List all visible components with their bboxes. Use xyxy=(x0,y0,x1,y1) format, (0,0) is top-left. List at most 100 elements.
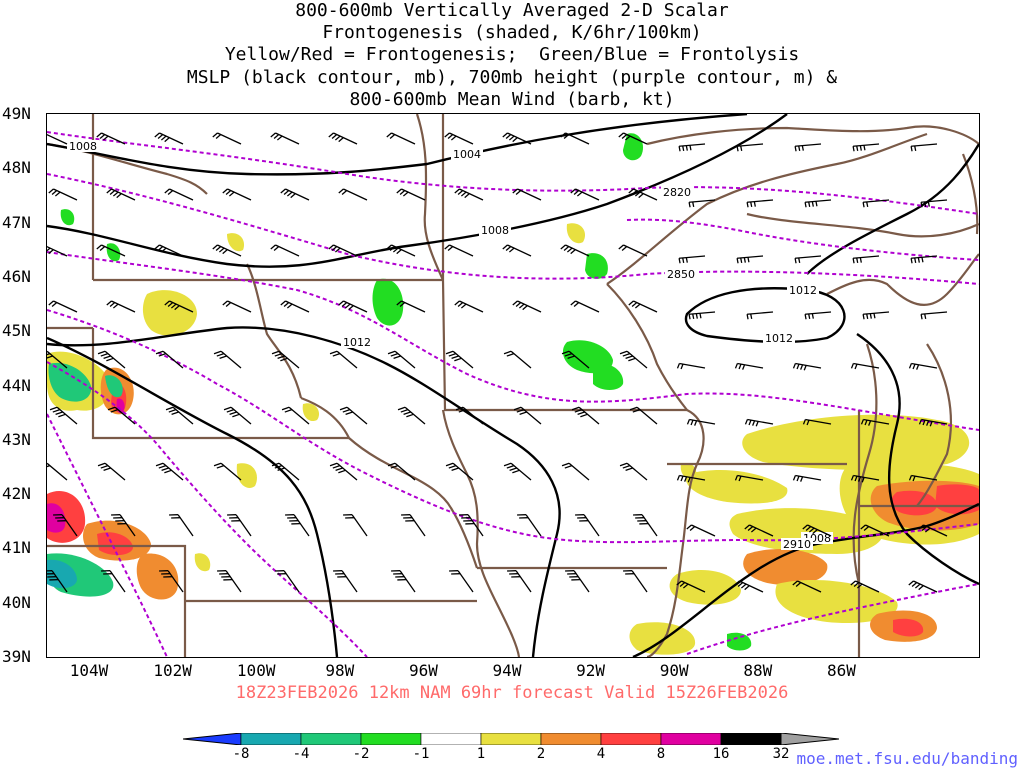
wind-barb xyxy=(154,244,184,257)
colorbar-segment xyxy=(660,733,722,745)
wind-barb xyxy=(328,244,358,257)
wind-barb xyxy=(106,188,136,201)
wind-barb xyxy=(920,311,948,320)
border-line xyxy=(852,343,878,585)
lat-label: 42N xyxy=(2,484,31,504)
lon-label: 90W xyxy=(659,661,689,680)
colorbar-tick-label: 32 xyxy=(772,746,790,762)
wind-barb xyxy=(804,199,832,208)
wind-barb xyxy=(281,406,310,425)
lat-label: 39N xyxy=(2,647,31,666)
wind-barb xyxy=(736,143,764,152)
mslp-label: 1012 xyxy=(343,336,371,349)
shade-patch xyxy=(891,490,937,516)
wind-barb xyxy=(387,462,416,481)
colorbar-tick-label: -1 xyxy=(412,746,430,762)
wind-barb xyxy=(391,570,416,593)
wind-barb xyxy=(507,570,532,593)
shade-patch xyxy=(629,622,696,655)
wind-barb xyxy=(387,350,416,369)
wind-barb xyxy=(918,524,948,537)
border-line xyxy=(441,409,521,657)
shade-patch xyxy=(685,469,788,504)
wind-barb xyxy=(565,570,590,593)
wind-barb xyxy=(217,570,242,593)
wind-barb xyxy=(910,143,938,152)
wind-barb xyxy=(159,570,184,593)
mslp-contour xyxy=(684,287,846,344)
wind-barb xyxy=(111,514,136,537)
label-bg xyxy=(763,332,795,344)
shade-patch xyxy=(775,580,898,624)
shade-patch xyxy=(97,532,133,556)
wind-barb xyxy=(154,132,184,145)
wind-barb xyxy=(333,570,358,593)
wind-barb xyxy=(629,406,658,425)
wind-barb xyxy=(575,514,600,537)
colorbar-tick-label: 2 xyxy=(536,746,546,762)
wind-barb xyxy=(908,580,938,593)
colorbar-tick-label: 4 xyxy=(596,746,606,762)
colorbar-segment xyxy=(360,733,422,745)
colorbar-tick-label: -2 xyxy=(352,746,370,762)
colorbar-tick-label: 16 xyxy=(712,746,730,762)
shade-patch xyxy=(593,363,624,390)
wind-barb xyxy=(623,570,648,593)
wind-barb xyxy=(678,143,706,152)
wind-barb xyxy=(227,514,252,537)
wind-barb xyxy=(97,350,126,369)
wind-barb xyxy=(444,132,474,145)
credit-link[interactable]: moe.met.fsu.edu/banding xyxy=(796,749,1018,768)
wind-barb xyxy=(270,244,300,257)
wind-barb xyxy=(802,524,832,537)
wind-barb xyxy=(397,406,426,425)
wind-barb xyxy=(97,462,126,481)
wind-barb xyxy=(47,462,68,481)
lat-label: 40N xyxy=(2,592,31,612)
wind-barb xyxy=(862,311,890,320)
colorbar-segment xyxy=(720,733,782,745)
lat-label: 49N xyxy=(2,104,31,123)
height-label: 2910 xyxy=(783,538,811,551)
wind-barb xyxy=(852,255,880,264)
wind-barb xyxy=(455,406,484,425)
height-contour xyxy=(47,361,368,657)
label-bg xyxy=(479,224,511,236)
wind-barb xyxy=(212,244,242,257)
wind-barb xyxy=(53,514,78,537)
lat-label: 46N xyxy=(2,266,31,286)
wind-barb xyxy=(512,188,542,201)
wind-barb xyxy=(502,132,532,145)
wind-barb xyxy=(48,188,78,201)
lat-label: 45N xyxy=(2,321,31,341)
lon-label: 100W xyxy=(236,661,276,680)
shade-patch xyxy=(60,209,75,226)
lon-label: 86W xyxy=(826,661,856,680)
wind-barb xyxy=(449,570,474,593)
wind-barb xyxy=(734,474,764,482)
wind-barb xyxy=(860,524,890,537)
colorbar-segment xyxy=(183,733,242,745)
border-line xyxy=(246,263,303,399)
map-panel: 1008 1004 1008 1012 1012 1012 1008 2820 … xyxy=(46,113,980,658)
shade-patch xyxy=(727,632,752,651)
wind-barb xyxy=(852,143,880,152)
wind-barb xyxy=(213,350,242,369)
border-line xyxy=(415,114,444,281)
wind-barb xyxy=(386,244,416,257)
colorbar-segment xyxy=(420,733,482,745)
shade-patch xyxy=(47,559,77,589)
wind-barb xyxy=(792,362,822,371)
wind-barb xyxy=(860,418,890,426)
height-contour xyxy=(686,583,979,655)
mslp-label: 1012 xyxy=(765,332,793,345)
wind-barb xyxy=(96,244,126,257)
border-line xyxy=(826,253,979,306)
mslp-contour xyxy=(47,114,788,268)
wind-barb xyxy=(338,188,368,201)
shade-patch xyxy=(142,290,197,336)
height-contour xyxy=(47,131,979,215)
wind-barb xyxy=(802,418,832,426)
border-line xyxy=(300,396,479,569)
wind-barb xyxy=(280,300,310,313)
